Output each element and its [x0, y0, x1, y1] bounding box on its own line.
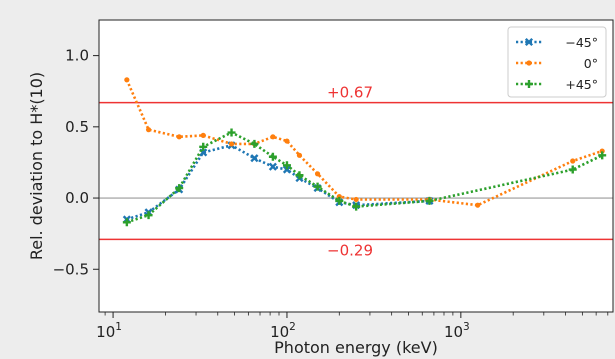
data-point	[524, 37, 534, 47]
series-line	[125, 79, 603, 207]
data-point	[124, 77, 130, 83]
data-point	[228, 141, 235, 147]
data-point	[525, 80, 533, 88]
data-point	[250, 154, 259, 163]
x-tick-label: 101	[96, 321, 122, 341]
legend-item: 0°	[516, 56, 598, 71]
legend-item: −45°	[516, 35, 598, 50]
y-tick-label: −0.5	[53, 260, 89, 278]
data-point	[268, 162, 277, 171]
data-point	[599, 148, 605, 154]
data-point	[353, 196, 359, 203]
legend-label: 0°	[584, 56, 598, 71]
data-point	[425, 196, 434, 205]
data-point	[282, 161, 291, 170]
series	[122, 128, 607, 227]
data-point	[296, 152, 303, 158]
plot-frame	[98, 19, 614, 313]
data-point	[475, 202, 481, 208]
data-point	[176, 134, 182, 140]
x-axis-title: Photon energy (keV)	[274, 338, 438, 357]
data-point	[570, 158, 576, 164]
reference-lines: +0.67 −0.29	[99, 84, 613, 259]
data-point	[270, 134, 276, 140]
data-point	[144, 211, 153, 220]
data-point	[227, 128, 236, 137]
data-point	[250, 139, 259, 148]
data-point	[598, 151, 607, 160]
reference-line-label: −0.29	[327, 241, 373, 259]
series-layer	[122, 77, 607, 227]
x-axis: 101 102 103	[96, 312, 609, 341]
legend: −45° 0° +45°	[507, 26, 607, 98]
data-point	[568, 165, 577, 174]
x-tick-label: 103	[444, 321, 470, 341]
legend-label: +45°	[565, 77, 598, 92]
y-tick-label: 0.5	[65, 118, 89, 136]
series	[124, 77, 605, 208]
data-point	[295, 171, 304, 180]
data-point	[526, 60, 532, 66]
data-point	[284, 138, 290, 144]
legend-item: +45°	[516, 77, 598, 92]
y-axis: 1.0 0.5 0.0 −0.5	[53, 47, 99, 278]
data-point	[175, 184, 184, 193]
data-point	[122, 218, 131, 227]
y-tick-label: 0.0	[65, 189, 89, 207]
data-point	[268, 152, 277, 161]
data-point	[314, 171, 321, 177]
data-point	[336, 194, 342, 200]
data-point	[335, 196, 344, 205]
legend-label: −45°	[565, 35, 598, 50]
reference-line-label: +0.67	[327, 84, 373, 102]
y-axis-title: Rel. deviation to H*(10)	[27, 72, 46, 260]
data-point	[313, 182, 322, 191]
data-point	[145, 127, 152, 133]
data-point	[282, 165, 292, 174]
data-point	[200, 132, 206, 138]
data-point	[352, 202, 361, 211]
y-tick-label: 1.0	[65, 47, 89, 65]
data-point	[199, 142, 208, 151]
x-tick-label: 102	[270, 321, 296, 341]
